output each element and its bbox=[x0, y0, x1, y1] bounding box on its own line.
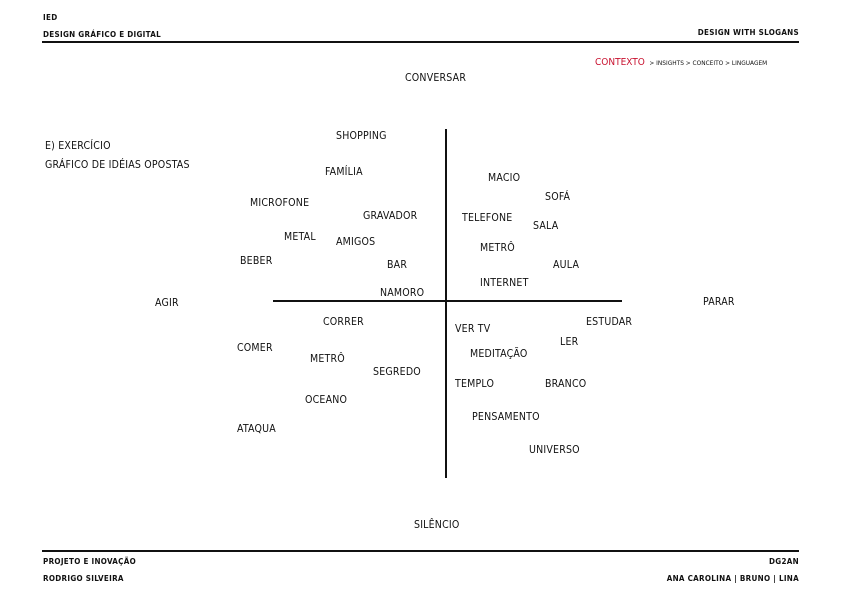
course-name: DESIGN GRÁFICO E DIGITAL bbox=[43, 30, 162, 39]
word-familia: FAMÍLIA bbox=[325, 166, 363, 178]
word-universo: UNIVERSO bbox=[529, 444, 580, 456]
word-sala: SALA bbox=[533, 220, 559, 232]
word-metro-top: METRÔ bbox=[480, 242, 515, 254]
horizontal-axis bbox=[273, 300, 622, 302]
word-templo: TEMPLO bbox=[455, 378, 495, 390]
word-microfone: MICROFONE bbox=[250, 197, 310, 209]
word-metro-bottom: METRÔ bbox=[310, 353, 345, 365]
word-beber: BEBER bbox=[240, 255, 273, 267]
word-oceano: OCEANO bbox=[305, 394, 348, 406]
footer-teacher: RODRIGO SILVEIRA bbox=[43, 574, 124, 583]
word-ler: LER bbox=[560, 336, 579, 348]
word-ataqua: ATAQUA bbox=[237, 423, 276, 435]
word-shopping: SHOPPING bbox=[336, 130, 387, 142]
axis-label-bottom: SILÊNCIO bbox=[414, 519, 460, 531]
word-estudar: ESTUDAR bbox=[586, 316, 633, 328]
project-title: DESIGN WITH SLOGANS bbox=[697, 28, 799, 37]
word-metal: METAL bbox=[284, 231, 316, 243]
word-pensamento: PENSAMENTO bbox=[472, 411, 540, 423]
word-bar: BAR bbox=[387, 259, 408, 271]
word-gravador: GRAVADOR bbox=[363, 210, 418, 222]
header-divider bbox=[42, 41, 799, 43]
axis-label-top: CONVERSAR bbox=[405, 72, 467, 84]
axis-label-left: AGIR bbox=[155, 297, 179, 309]
word-branco: BRANCO bbox=[545, 378, 587, 390]
footer-authors: ANA CAROLINA | BRUNO | LINA bbox=[666, 574, 799, 583]
word-sofa: SOFÁ bbox=[545, 191, 571, 203]
word-telefone: TELEFONE bbox=[462, 212, 513, 224]
word-correr: CORRER bbox=[323, 316, 364, 328]
word-aula: AULA bbox=[553, 259, 580, 271]
word-internet: INTERNET bbox=[480, 277, 529, 289]
footer-divider bbox=[42, 550, 799, 552]
vertical-axis bbox=[445, 129, 447, 478]
word-amigos: AMIGOS bbox=[336, 236, 376, 248]
exercise-label: E) EXERCÍCIO bbox=[45, 140, 111, 152]
exercise-title: GRÁFICO DE IDÉIAS OPOSTAS bbox=[45, 159, 190, 171]
word-comer: COMER bbox=[237, 342, 273, 354]
axis-label-right: PARAR bbox=[703, 296, 735, 308]
footer-subject: PROJETO E INOVAÇÃO bbox=[43, 557, 137, 566]
word-macio: MACIO bbox=[488, 172, 521, 184]
breadcrumb-active: CONTEXTO bbox=[595, 57, 645, 68]
breadcrumb: CONTEXTO > INSIGHTS > CONCEITO > LINGUAG… bbox=[595, 50, 767, 69]
word-namoro: NAMORO bbox=[380, 287, 425, 299]
school-name: IED bbox=[43, 13, 58, 22]
footer-code: DG2AN bbox=[769, 557, 799, 566]
breadcrumb-rest: > INSIGHTS > CONCEITO > LINGUAGEM bbox=[649, 59, 768, 67]
word-vertv: VER TV bbox=[455, 323, 491, 335]
word-meditacao: MEDITAÇÃO bbox=[470, 348, 528, 360]
word-segredo: SEGREDO bbox=[373, 366, 421, 378]
